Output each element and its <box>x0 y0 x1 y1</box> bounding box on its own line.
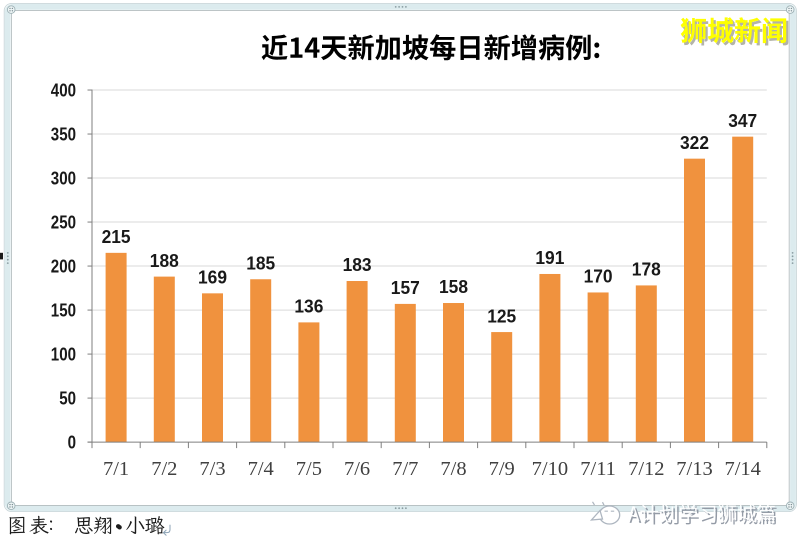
svg-text:215: 215 <box>102 227 131 247</box>
svg-text:350: 350 <box>51 125 76 145</box>
svg-text:169: 169 <box>198 268 227 288</box>
svg-text:7/13: 7/13 <box>676 458 712 480</box>
svg-text:0: 0 <box>68 433 76 453</box>
svg-text:200: 200 <box>51 257 76 277</box>
svg-text:178: 178 <box>632 260 661 280</box>
svg-text:7/3: 7/3 <box>199 458 225 480</box>
svg-text:7/12: 7/12 <box>628 458 664 480</box>
svg-text:7/6: 7/6 <box>344 458 370 480</box>
svg-text:7/8: 7/8 <box>440 458 466 480</box>
svg-text:322: 322 <box>680 133 709 153</box>
svg-text:158: 158 <box>439 277 468 297</box>
svg-text:7/1: 7/1 <box>103 458 129 480</box>
svg-text:300: 300 <box>51 169 76 189</box>
svg-text:7/10: 7/10 <box>532 458 568 480</box>
svg-text:7/4: 7/4 <box>248 458 274 480</box>
svg-text:7/14: 7/14 <box>724 458 760 480</box>
svg-text:183: 183 <box>343 255 372 275</box>
svg-text:125: 125 <box>487 306 516 326</box>
svg-text:7/7: 7/7 <box>392 458 418 480</box>
svg-text:157: 157 <box>391 278 420 298</box>
svg-text:7/5: 7/5 <box>296 458 322 480</box>
svg-text:136: 136 <box>294 297 323 317</box>
svg-text:170: 170 <box>584 267 613 287</box>
svg-text:100: 100 <box>51 345 76 365</box>
svg-text:150: 150 <box>51 301 76 321</box>
svg-text:50: 50 <box>59 389 76 409</box>
svg-text:400: 400 <box>51 81 76 101</box>
svg-text:188: 188 <box>150 251 179 271</box>
svg-text:347: 347 <box>728 111 757 131</box>
svg-text:7/11: 7/11 <box>580 458 616 480</box>
svg-text:185: 185 <box>246 254 275 274</box>
svg-text:7/9: 7/9 <box>489 458 515 480</box>
svg-text:250: 250 <box>51 213 76 233</box>
svg-text:7/2: 7/2 <box>151 458 177 480</box>
svg-text:191: 191 <box>535 248 564 268</box>
